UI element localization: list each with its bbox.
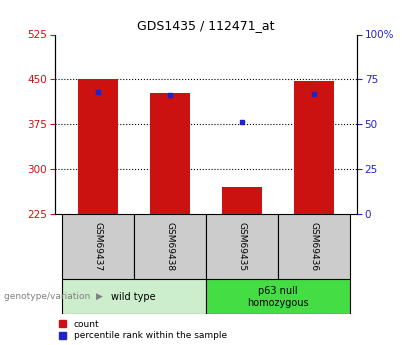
Point (239, 120, 245, 125)
Text: GSM69436: GSM69436 (309, 222, 318, 271)
Bar (62, 279, 206, 314)
Text: genotype/variation  ▶: genotype/variation ▶ (4, 292, 103, 301)
Bar (62, 214, 134, 279)
Text: p63 null
homozygous: p63 null homozygous (247, 286, 309, 307)
Title: GDS1435 / 112471_at: GDS1435 / 112471_at (137, 19, 275, 32)
Text: GSM69438: GSM69438 (165, 222, 174, 271)
Point (94, 89, 101, 95)
Text: wild type: wild type (111, 292, 156, 302)
Text: GSM69435: GSM69435 (237, 222, 246, 271)
Bar (206, 279, 350, 314)
Bar (78, 79, 118, 214)
Bar (278, 214, 350, 279)
Legend: count, percentile rank within the sample: count, percentile rank within the sample (59, 320, 227, 341)
Bar (150, 93, 189, 214)
Bar (294, 81, 333, 214)
Point (166, 93, 173, 98)
Bar (222, 187, 262, 214)
Point (310, 91, 317, 97)
Bar (134, 214, 206, 279)
Bar (206, 214, 278, 279)
Text: GSM69437: GSM69437 (93, 222, 102, 271)
